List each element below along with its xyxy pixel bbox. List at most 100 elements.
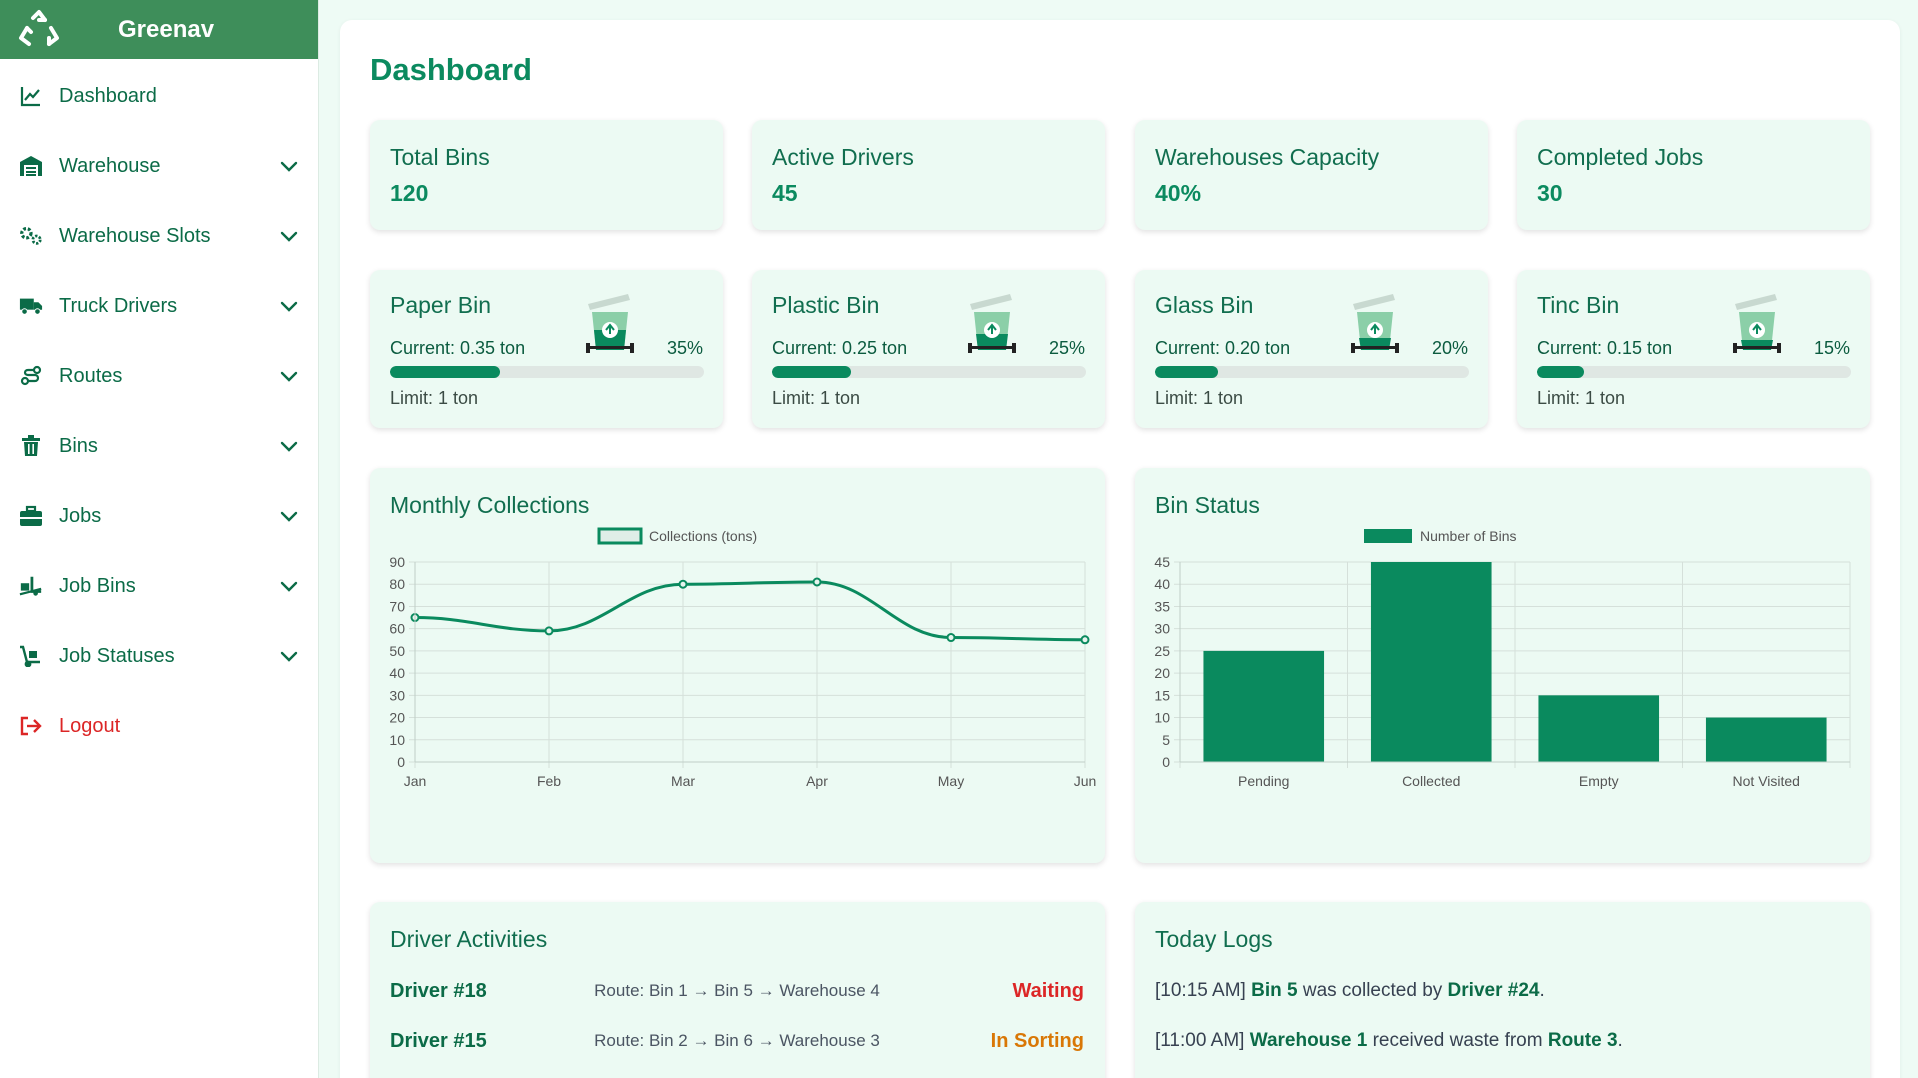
sidebar-item-job-statuses[interactable]: Job Statuses <box>0 634 319 678</box>
chart-title: Monthly Collections <box>390 492 590 518</box>
bin-title: Paper Bin <box>390 292 492 318</box>
driver-activity-row[interactable]: Driver #15 Route: Bin 2 → Bin 6 → Wareho… <box>390 1030 1084 1060</box>
bin-status-card: Bin Status Number of Bins 0 5 10 15 20 25 30 35 4… <box>1135 468 1870 863</box>
sidebar: Greenav Dashboard Warehouse Warehouse Sl… <box>0 0 319 1078</box>
log-subject[interactable]: Warehouse 1 <box>1249 1030 1368 1051</box>
bar <box>1203 650 1325 762</box>
sidebar-item-warehouse[interactable]: Warehouse <box>0 144 319 188</box>
driver-activity-row[interactable]: Driver #18 Route: Bin 1 → Bin 5 → Wareho… <box>390 980 1084 1010</box>
sidebar-item-logout[interactable]: Logout <box>0 704 319 748</box>
stat-value: 30 <box>1537 180 1563 206</box>
bin-current: Current: 0.20 ton <box>1155 338 1291 358</box>
stat-value: 45 <box>772 180 798 206</box>
recycle-bin-icon <box>1347 288 1403 358</box>
stat-card-active-drivers[interactable]: Active Drivers 45 <box>752 120 1105 230</box>
section-title: Driver Activities <box>390 926 548 952</box>
fill-progress-bar <box>1537 366 1851 378</box>
stat-card-total-bins[interactable]: Total Bins 120 <box>370 120 723 230</box>
y-tick-label: 70 <box>389 598 405 614</box>
stat-title: Completed Jobs <box>1537 144 1704 170</box>
dolly-icon <box>19 644 43 668</box>
chart-title: Bin Status <box>1155 492 1260 518</box>
bin-percent: 25% <box>1048 338 1085 358</box>
data-point <box>812 577 822 587</box>
stat-value: 120 <box>390 180 429 206</box>
y-tick-label: 20 <box>389 710 405 726</box>
bin-card-plastic[interactable]: Plastic Bin Current: 0.25 ton 25% Limit:… <box>752 270 1105 428</box>
y-tick-label: 0 <box>397 754 405 770</box>
bin-title: Tinc Bin <box>1537 292 1620 318</box>
bin-card-paper[interactable]: Paper Bin Current: 0.35 ton 35% Limit: 1… <box>370 270 723 428</box>
route-icon <box>19 364 43 388</box>
warehouse-icon <box>19 154 43 178</box>
data-point <box>1080 635 1090 645</box>
fill-progress-value <box>772 366 851 378</box>
brand-header[interactable]: Greenav <box>0 0 318 59</box>
sidebar-item-routes[interactable]: Routes <box>0 354 319 398</box>
y-tick-label: 10 <box>1154 710 1170 726</box>
x-tick-label: Jun <box>1074 773 1097 789</box>
x-tick-label: Empty <box>1579 773 1619 789</box>
chevron-down-icon <box>280 371 298 382</box>
y-tick-label: 5 <box>1162 732 1170 748</box>
sidebar-item-truck-drivers[interactable]: Truck Drivers <box>0 284 319 328</box>
chevron-down-icon <box>280 651 298 662</box>
y-tick-label: 60 <box>389 621 405 637</box>
sidebar-item-dashboard[interactable]: Dashboard <box>0 74 319 118</box>
truck-icon <box>19 294 43 318</box>
sidebar-item-label: Bins <box>59 434 98 457</box>
bin-card-glass[interactable]: Glass Bin Current: 0.20 ton 20% Limit: 1… <box>1135 270 1488 428</box>
recycle-bin-icon <box>582 288 638 358</box>
bin-current: Current: 0.25 ton <box>772 338 908 358</box>
y-tick-label: 50 <box>389 643 405 659</box>
bin-percent: 20% <box>1431 338 1468 358</box>
trash-icon <box>19 434 43 458</box>
log-subject[interactable]: Bin 5 <box>1251 980 1298 1001</box>
stat-title: Active Drivers <box>772 144 914 170</box>
stat-card-completed-jobs[interactable]: Completed Jobs 30 <box>1517 120 1870 230</box>
log-time: [10:15 AM] <box>1155 980 1246 1001</box>
log-object[interactable]: Route 3 <box>1547 1030 1618 1051</box>
fill-progress-bar <box>390 366 704 378</box>
legend-swatch <box>1364 529 1412 543</box>
bin-title: Glass Bin <box>1155 292 1254 318</box>
x-tick-label: Pending <box>1238 773 1289 789</box>
fill-progress-value <box>390 366 500 378</box>
sidebar-item-label: Jobs <box>59 504 102 527</box>
log-entry: [10:15 AM] Bin 5 was collected by Driver… <box>1155 980 1545 1002</box>
bin-percent: 35% <box>666 338 703 358</box>
bin-status-chart: Number of Bins 0 5 10 15 20 25 30 35 40 45 Pending C… <box>1154 528 1851 789</box>
y-tick-label: 30 <box>389 687 405 703</box>
x-tick-label: Collected <box>1402 773 1460 789</box>
y-tick-label: 25 <box>1154 643 1170 659</box>
today-logs-card: Today Logs [10:15 AM] Bin 5 was collecte… <box>1135 902 1870 1078</box>
section-title: Today Logs <box>1155 926 1273 952</box>
bar <box>1705 717 1827 762</box>
recycle-icon <box>16 7 62 53</box>
sidebar-item-label: Warehouse <box>59 154 161 177</box>
x-tick-label: Feb <box>537 773 561 789</box>
bin-current: Current: 0.15 ton <box>1537 338 1673 358</box>
sidebar-item-bins[interactable]: Bins <box>0 424 319 468</box>
log-object[interactable]: Driver #24 <box>1447 980 1540 1001</box>
y-tick-label: 35 <box>1154 598 1170 614</box>
gears-icon <box>19 224 43 248</box>
x-tick-label: Mar <box>671 773 695 789</box>
driver-route: Route: Bin 1 → Bin 5 → Warehouse 4 <box>594 981 880 1000</box>
sidebar-item-jobs[interactable]: Jobs <box>0 494 319 538</box>
driver-name[interactable]: Driver #18 <box>390 980 487 1002</box>
driver-name[interactable]: Driver #15 <box>390 1030 487 1052</box>
bar <box>1538 695 1660 762</box>
chevron-down-icon <box>280 231 298 242</box>
log-time: [11:00 AM] <box>1155 1030 1245 1051</box>
sidebar-item-job-bins[interactable]: Job Bins <box>0 564 319 608</box>
bin-card-tinc[interactable]: Tinc Bin Current: 0.15 ton 15% Limit: 1 … <box>1517 270 1870 428</box>
stat-card-warehouses-capacity[interactable]: Warehouses Capacity 40% <box>1135 120 1488 230</box>
chevron-down-icon <box>280 301 298 312</box>
bin-percent: 15% <box>1813 338 1850 358</box>
sidebar-item-warehouse-slots[interactable]: Warehouse Slots <box>0 214 319 258</box>
sidebar-item-label: Job Bins <box>59 574 136 597</box>
sidebar-item-label: Dashboard <box>59 84 157 107</box>
monthly-collections-card: Monthly Collections Collections (tons) 0 1… <box>370 468 1105 863</box>
legend-label: Collections (tons) <box>649 528 757 544</box>
